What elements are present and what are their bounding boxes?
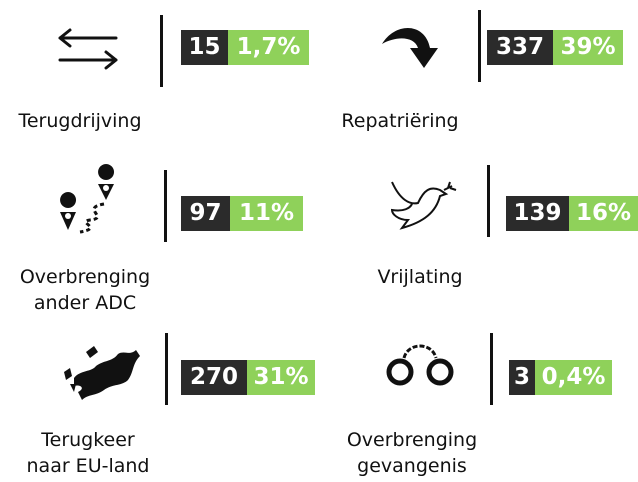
- count: 97: [181, 196, 230, 231]
- item-label: Repatriëring: [341, 110, 459, 132]
- item-label: Terugkeer: [41, 429, 135, 451]
- count: 139: [506, 196, 569, 231]
- divider: [164, 170, 167, 242]
- europe-icon: [64, 346, 140, 400]
- count: 270: [181, 360, 247, 395]
- percent: 31%: [247, 360, 315, 395]
- divider: [478, 10, 481, 82]
- count: 3: [509, 360, 535, 395]
- item-label: Terugdrijving: [18, 110, 142, 132]
- item-label: ander ADC: [33, 292, 137, 314]
- count: 15: [181, 30, 228, 65]
- percent: 11%: [230, 196, 303, 231]
- divider: [165, 333, 168, 405]
- item-label: gevangenis: [357, 455, 467, 477]
- count: 337: [487, 30, 553, 65]
- curved-arrow-icon: [382, 27, 438, 68]
- percent: 16%: [569, 196, 638, 231]
- arrows-icon: [58, 28, 118, 70]
- divider: [490, 333, 493, 405]
- dove-icon: [390, 181, 457, 230]
- percent: 0,4%: [535, 360, 612, 395]
- route-icon: [60, 164, 115, 234]
- item-label: Overbrenging: [346, 429, 478, 451]
- handcuffs-icon: [386, 344, 454, 386]
- percent: 39%: [553, 30, 623, 65]
- percent: 1,7%: [228, 30, 309, 65]
- divider: [487, 165, 490, 237]
- item-label: Vrijlating: [377, 266, 463, 288]
- item-label: naar EU-land: [26, 455, 150, 477]
- item-label: Overbrenging: [19, 266, 151, 288]
- divider: [160, 15, 163, 87]
